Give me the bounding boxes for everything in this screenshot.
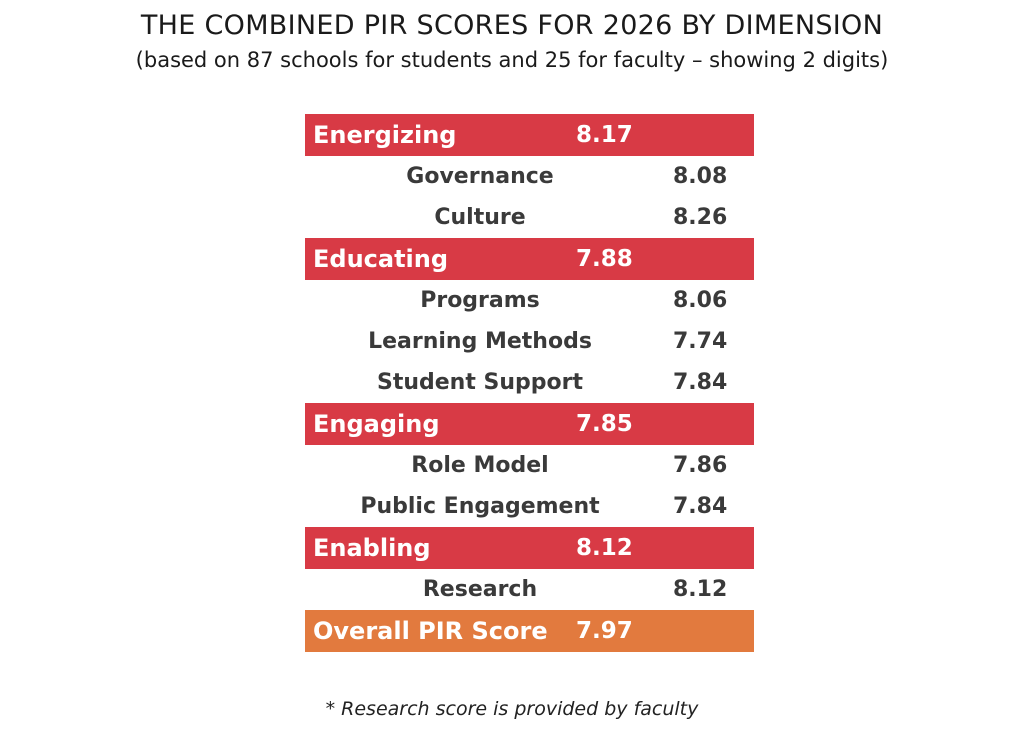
- sub-row-governance: Governance 8.08: [305, 156, 754, 197]
- footnote: * Research score is provided by faculty: [325, 698, 699, 720]
- row-value: 8.12: [576, 535, 633, 561]
- row-value: 7.84: [673, 494, 728, 519]
- row-value: 7.97: [576, 618, 633, 644]
- row-value: 7.74: [673, 329, 728, 354]
- dimension-row-educating: Educating 7.88: [305, 238, 754, 280]
- sub-row-programs: Programs 8.06: [305, 280, 754, 321]
- row-label: Engaging: [313, 410, 440, 438]
- sub-row-learning-methods: Learning Methods 7.74: [305, 321, 754, 362]
- dimension-row-enabling: Enabling 8.12: [305, 527, 754, 569]
- chart-subtitle: (based on 87 schools for students and 25…: [135, 48, 889, 72]
- row-value: 7.86: [673, 453, 728, 478]
- row-label: Programs: [420, 288, 540, 313]
- row-label: Enabling: [313, 534, 431, 562]
- row-label: Learning Methods: [368, 329, 592, 354]
- row-value: 7.88: [576, 246, 633, 272]
- row-label: Educating: [313, 245, 449, 273]
- sub-row-research: Research 8.12: [305, 569, 754, 610]
- overall-row-overall-pir-score: Overall PIR Score 7.97: [305, 610, 754, 652]
- row-label: Student Support: [376, 370, 583, 395]
- dimension-row-engaging: Engaging 7.85: [305, 403, 754, 445]
- sub-row-culture: Culture 8.26: [305, 197, 754, 238]
- row-value: 8.06: [673, 288, 728, 313]
- row-value: 8.08: [673, 164, 728, 189]
- row-label: Research: [422, 577, 538, 602]
- dimension-row-energizing: Energizing 8.17: [305, 114, 754, 156]
- row-value: 7.84: [673, 370, 728, 395]
- chart-title: THE COMBINED PIR SCORES FOR 2026 BY DIME…: [140, 10, 884, 41]
- row-value: 8.26: [673, 205, 728, 230]
- score-table: Energizing 8.17 Governance 8.08 Culture 8.26 E…: [305, 114, 754, 652]
- sub-row-public-engagement: Public Engagement 7.84: [305, 486, 754, 527]
- row-label: Culture: [434, 205, 526, 230]
- sub-row-student-support: Student Support 7.84: [305, 362, 754, 403]
- row-value: 8.17: [576, 122, 633, 148]
- row-label: Energizing: [313, 121, 457, 149]
- row-label: Governance: [406, 164, 554, 189]
- row-label: Public Engagement: [360, 494, 600, 519]
- row-value: 8.12: [673, 577, 728, 602]
- row-label: Overall PIR Score: [313, 617, 548, 645]
- row-value: 7.85: [576, 411, 633, 437]
- row-label: Role Model: [411, 453, 549, 478]
- sub-row-role-model: Role Model 7.86: [305, 445, 754, 486]
